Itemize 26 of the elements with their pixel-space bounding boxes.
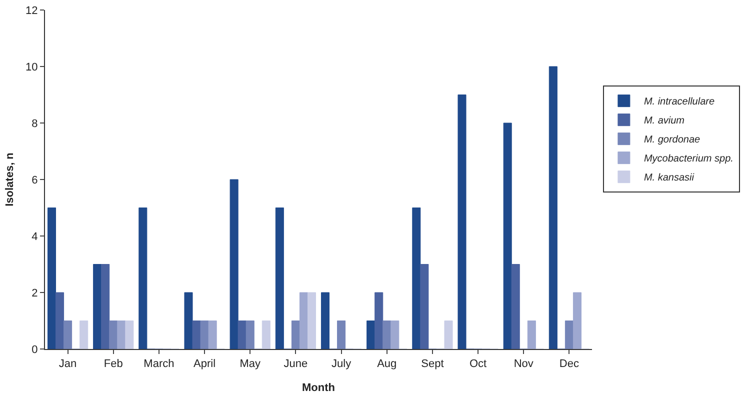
- y-axis-title: Isolates, n: [4, 152, 16, 206]
- legend-label: M. kansasii: [644, 172, 695, 184]
- y-tick-label: 2: [32, 287, 38, 300]
- x-axis-title: Month: [302, 382, 336, 394]
- x-tick-label: Nov: [514, 358, 534, 370]
- x-tick-label: June: [284, 358, 308, 370]
- x-tick-label: Feb: [104, 358, 123, 370]
- x-tick-label: Aug: [377, 358, 397, 370]
- x-tick-label: April: [194, 358, 216, 370]
- legend-label: Mycobacterium spp.: [644, 154, 734, 165]
- x-tick-label: May: [240, 358, 262, 370]
- y-tick-label: 8: [32, 118, 38, 130]
- x-tick-label: Sept: [421, 358, 444, 370]
- legend-label: M. avium: [644, 116, 685, 127]
- legend-label: M. intracellulare: [644, 96, 715, 108]
- x-tick-label: July: [332, 358, 352, 370]
- y-tick-label: 6: [32, 174, 38, 186]
- legend-label: M. gordonae: [644, 134, 701, 146]
- x-tick-label: Jan: [58, 358, 77, 370]
- x-tick-label: March: [144, 358, 174, 370]
- x-tick-label: Dec: [559, 358, 580, 370]
- y-tick-label: 4: [32, 230, 38, 243]
- y-tick-label: 0: [32, 344, 38, 356]
- x-tick-label: Oct: [469, 358, 487, 370]
- y-tick-label: 12: [26, 4, 38, 17]
- y-tick-label: 10: [26, 61, 38, 74]
